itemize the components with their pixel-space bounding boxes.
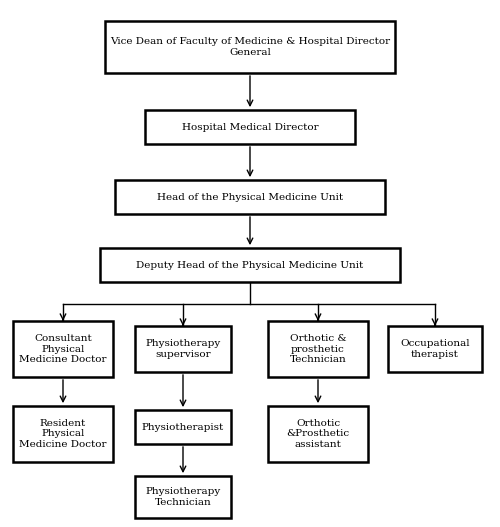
Text: Resident
Physical
Medicine Doctor: Resident Physical Medicine Doctor — [19, 419, 107, 449]
FancyBboxPatch shape — [388, 326, 482, 372]
FancyBboxPatch shape — [268, 406, 368, 462]
FancyBboxPatch shape — [268, 321, 368, 377]
FancyBboxPatch shape — [105, 21, 395, 73]
FancyBboxPatch shape — [135, 410, 231, 444]
Text: Head of the Physical Medicine Unit: Head of the Physical Medicine Unit — [157, 192, 343, 201]
Text: Physiotherapy
supervisor: Physiotherapy supervisor — [146, 339, 220, 359]
Text: Orthotic
&Prosthetic
assistant: Orthotic &Prosthetic assistant — [286, 419, 350, 449]
FancyBboxPatch shape — [13, 406, 113, 462]
FancyBboxPatch shape — [13, 321, 113, 377]
Text: Occupational
therapist: Occupational therapist — [400, 339, 470, 359]
Text: Orthotic &
prosthetic
Technician: Orthotic & prosthetic Technician — [290, 334, 346, 364]
Text: Hospital Medical Director: Hospital Medical Director — [182, 122, 318, 132]
FancyBboxPatch shape — [145, 110, 355, 144]
Text: Deputy Head of the Physical Medicine Unit: Deputy Head of the Physical Medicine Uni… — [136, 260, 364, 269]
Text: Physiotherapist: Physiotherapist — [142, 423, 224, 432]
FancyBboxPatch shape — [135, 476, 231, 518]
FancyBboxPatch shape — [100, 248, 400, 282]
Text: Consultant
Physical
Medicine Doctor: Consultant Physical Medicine Doctor — [19, 334, 107, 364]
FancyBboxPatch shape — [135, 326, 231, 372]
FancyBboxPatch shape — [115, 180, 385, 214]
Text: Vice Dean of Faculty of Medicine & Hospital Director
General: Vice Dean of Faculty of Medicine & Hospi… — [110, 37, 390, 57]
Text: Physiotherapy
Technician: Physiotherapy Technician — [146, 487, 220, 506]
